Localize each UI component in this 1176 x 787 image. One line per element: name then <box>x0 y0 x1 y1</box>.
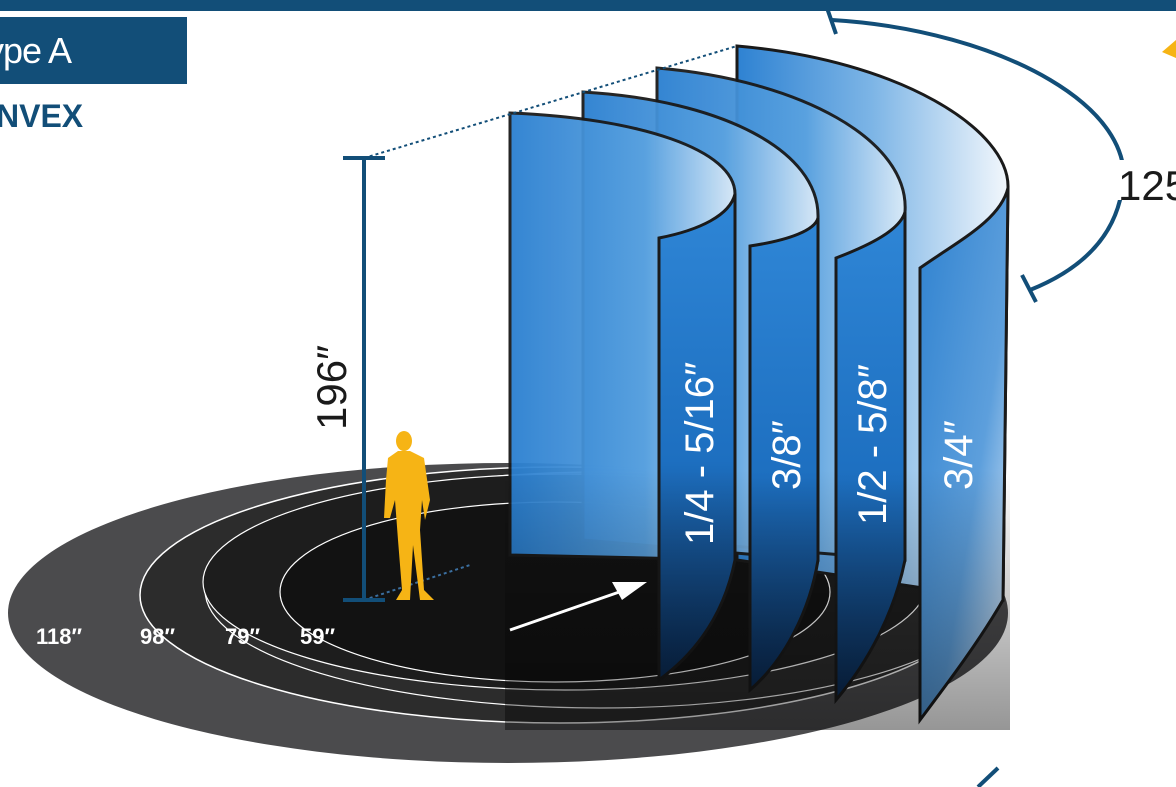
radius-label-98: 98″ <box>140 624 175 649</box>
panel-label-1-2: 1/2 - 5/8″ <box>851 364 895 525</box>
angle-dimension <box>824 4 1126 303</box>
radius-arrow <box>509 582 647 632</box>
angle-label: 125″ <box>1118 162 1176 209</box>
height-label: 196″ <box>308 345 355 430</box>
light-icon <box>1162 40 1176 58</box>
base-guide-dotted <box>363 564 471 601</box>
type-badge: ype A <box>0 17 187 84</box>
panel-label-3-8: 3/8″ <box>765 420 809 490</box>
radius-label-118: 118″ <box>36 624 82 649</box>
angle-label-bg <box>1115 160 1176 200</box>
bottom-arrow-tip <box>976 766 1000 787</box>
panel-label-3-4: 3/4″ <box>937 420 981 490</box>
height-guide-dotted <box>363 45 738 159</box>
height-dimension <box>343 156 385 602</box>
type-label: ype A <box>0 30 72 71</box>
panel-label-1-4: 1/4 - 5/16″ <box>678 362 722 545</box>
person-silhouette <box>384 431 434 600</box>
panel-bottom-fade <box>505 470 1010 730</box>
top-bar <box>0 0 1176 11</box>
diagram-subtitle: NVEX <box>0 98 84 134</box>
radius-label-79: 79″ <box>225 624 260 649</box>
radius-label-59: 59″ <box>300 624 335 649</box>
